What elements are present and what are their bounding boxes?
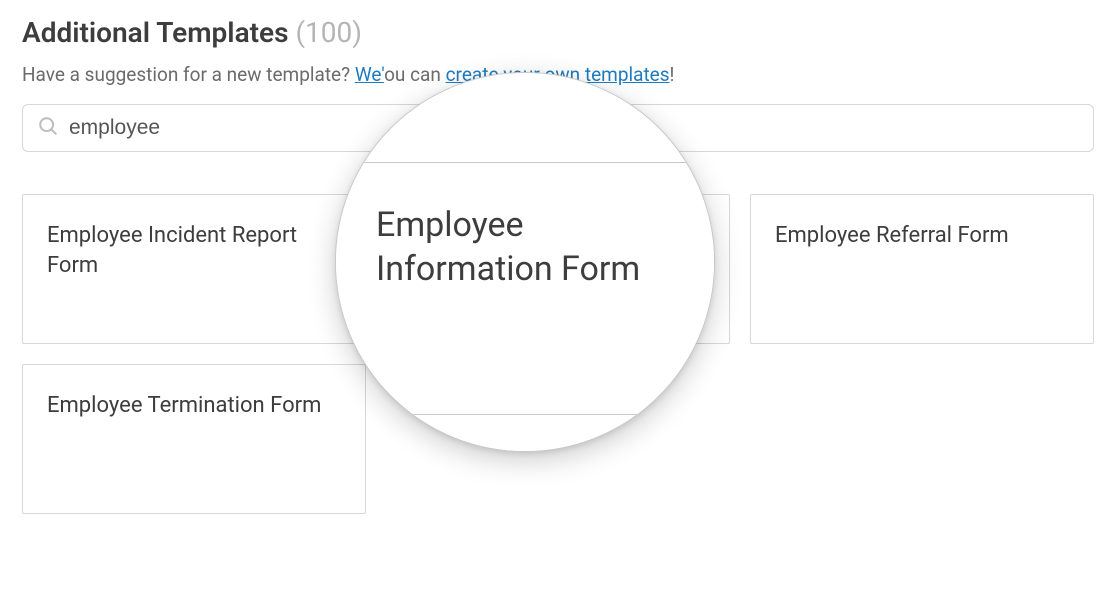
magnifier-card-slice: Employee Information Form — [336, 163, 714, 415]
magnifier-below-slice — [336, 415, 714, 452]
magnifier-card-title: Employee Information Form — [376, 203, 674, 291]
template-title: Employee Referral Form — [775, 221, 1009, 251]
section-heading: Additional Templates (100) — [22, 16, 1094, 49]
template-card[interactable]: Employee Referral Form — [750, 194, 1094, 344]
template-card[interactable]: Employee Termination Form — [22, 364, 366, 514]
template-card[interactable]: Employee Incident Report Form — [22, 194, 366, 344]
section-title: Additional Templates — [22, 16, 289, 49]
template-title: Employee Incident Report Form — [47, 221, 341, 280]
template-title: Employee Termination Form — [47, 391, 321, 421]
search-icon — [37, 115, 59, 141]
section-count: (100) — [295, 16, 362, 49]
magnifier-search-slice — [336, 73, 714, 163]
suggestion-prefix: Have a suggestion for a new template? — [22, 63, 355, 86]
magnifier-overlay: Employee Information Form — [335, 72, 715, 452]
